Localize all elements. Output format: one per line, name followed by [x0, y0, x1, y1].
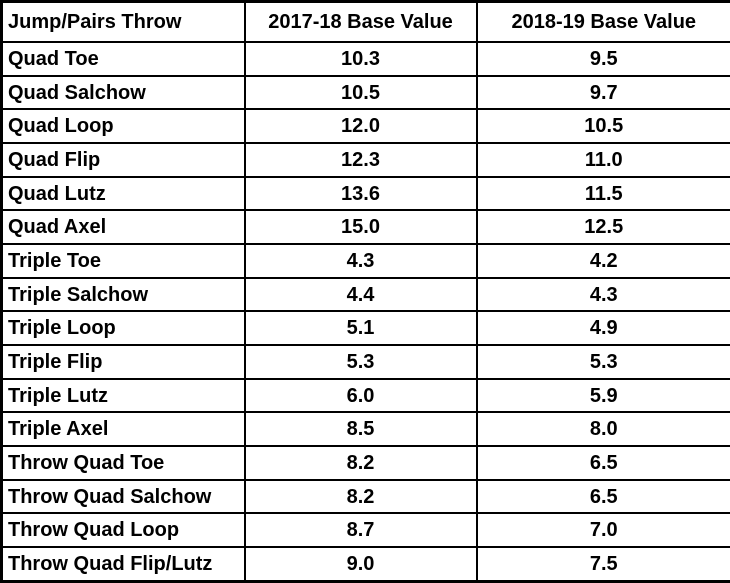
table-row: Triple Axel 8.5 8.0: [0, 411, 730, 448]
base-value-2017-18-cell: 6.0: [243, 377, 478, 414]
base-value-2017-18-cell: 9.0: [243, 546, 478, 583]
base-value-2017-18-cell: 10.3: [243, 41, 478, 77]
base-value-2018-19-cell: 9.5: [475, 41, 730, 77]
jump-name-cell: Quad Loop: [0, 108, 246, 145]
base-value-2017-18-cell: 4.3: [243, 243, 478, 279]
base-value-2017-18-cell: 8.2: [243, 478, 478, 515]
jump-name-cell: Quad Salchow: [0, 74, 246, 111]
jump-name-cell: Throw Quad Flip/Lutz: [0, 546, 246, 583]
base-value-2018-19-cell: 5.3: [475, 344, 730, 380]
jump-name-cell: Triple Flip: [0, 344, 246, 380]
table-row: Quad Axel 15.0 12.5: [0, 209, 730, 246]
base-value-2017-18-cell: 13.6: [243, 175, 478, 212]
base-value-2018-19-cell: 5.9: [475, 377, 730, 414]
table-row: Triple Lutz 6.0 5.9: [0, 377, 730, 414]
base-value-2017-18-cell: 12.3: [243, 142, 478, 178]
base-value-2018-19-cell: 4.3: [475, 276, 730, 313]
jump-name-cell: Throw Quad Loop: [0, 512, 246, 549]
jump-name-cell: Throw Quad Toe: [0, 445, 246, 481]
table-row: Throw Quad Loop 8.7 7.0: [0, 512, 730, 549]
table-row: Throw Quad Flip/Lutz 9.0 7.5: [0, 546, 730, 583]
base-value-2018-19-cell: 6.5: [475, 478, 730, 515]
base-value-2017-18-cell: 8.2: [243, 445, 478, 481]
base-value-2018-19-cell: 4.9: [475, 310, 730, 347]
table-row: Quad Salchow 10.5 9.7: [0, 74, 730, 111]
base-value-2018-19-cell: 4.2: [475, 243, 730, 279]
column-header-2017-18-base-value: 2017-18 Base Value: [243, 0, 478, 43]
jump-name-cell: Quad Flip: [0, 142, 246, 178]
table-row: Quad Toe 10.3 9.5: [0, 41, 730, 77]
table-row: Quad Flip 12.3 11.0: [0, 142, 730, 178]
base-value-2018-19-cell: 12.5: [475, 209, 730, 246]
column-header-jump-pairs-throw: Jump/Pairs Throw: [0, 0, 246, 43]
base-value-2017-18-cell: 5.1: [243, 310, 478, 347]
jump-name-cell: Triple Lutz: [0, 377, 246, 414]
table-row: Quad Loop 12.0 10.5: [0, 108, 730, 145]
base-value-2017-18-cell: 5.3: [243, 344, 478, 380]
base-value-2018-19-cell: 10.5: [475, 108, 730, 145]
base-value-2018-19-cell: 9.7: [475, 74, 730, 111]
base-value-2017-18-cell: 8.5: [243, 411, 478, 448]
table-row: Triple Salchow 4.4 4.3: [0, 276, 730, 313]
base-value-2018-19-cell: 6.5: [475, 445, 730, 481]
jump-name-cell: Triple Loop: [0, 310, 246, 347]
table-row: Triple Flip 5.3 5.3: [0, 344, 730, 380]
table-row: Quad Lutz 13.6 11.5: [0, 175, 730, 212]
base-value-2018-19-cell: 7.5: [475, 546, 730, 583]
table-row: Triple Toe 4.3 4.2: [0, 243, 730, 279]
jump-name-cell: Triple Axel: [0, 411, 246, 448]
table-row: Throw Quad Toe 8.2 6.5: [0, 445, 730, 481]
base-value-2017-18-cell: 12.0: [243, 108, 478, 145]
column-header-2018-19-base-value: 2018-19 Base Value: [475, 0, 730, 43]
jump-name-cell: Throw Quad Salchow: [0, 478, 246, 515]
table-row: Triple Loop 5.1 4.9: [0, 310, 730, 347]
jump-name-cell: Quad Lutz: [0, 175, 246, 212]
base-value-2017-18-cell: 8.7: [243, 512, 478, 549]
base-value-2018-19-cell: 11.5: [475, 175, 730, 212]
table-body: Quad Toe 10.3 9.5 Quad Salchow 10.5 9.7 …: [0, 41, 730, 583]
base-value-2017-18-cell: 15.0: [243, 209, 478, 246]
header-row: Jump/Pairs Throw 2017-18 Base Value 2018…: [0, 0, 730, 43]
table-row: Throw Quad Salchow 8.2 6.5: [0, 478, 730, 515]
table-header: Jump/Pairs Throw 2017-18 Base Value 2018…: [0, 0, 730, 43]
jump-name-cell: Triple Toe: [0, 243, 246, 279]
jump-name-cell: Triple Salchow: [0, 276, 246, 313]
jump-name-cell: Quad Axel: [0, 209, 246, 246]
jump-name-cell: Quad Toe: [0, 41, 246, 77]
base-value-2017-18-cell: 4.4: [243, 276, 478, 313]
base-value-2017-18-cell: 10.5: [243, 74, 478, 111]
base-value-2018-19-cell: 8.0: [475, 411, 730, 448]
base-value-2018-19-cell: 7.0: [475, 512, 730, 549]
base-value-2018-19-cell: 11.0: [475, 142, 730, 178]
